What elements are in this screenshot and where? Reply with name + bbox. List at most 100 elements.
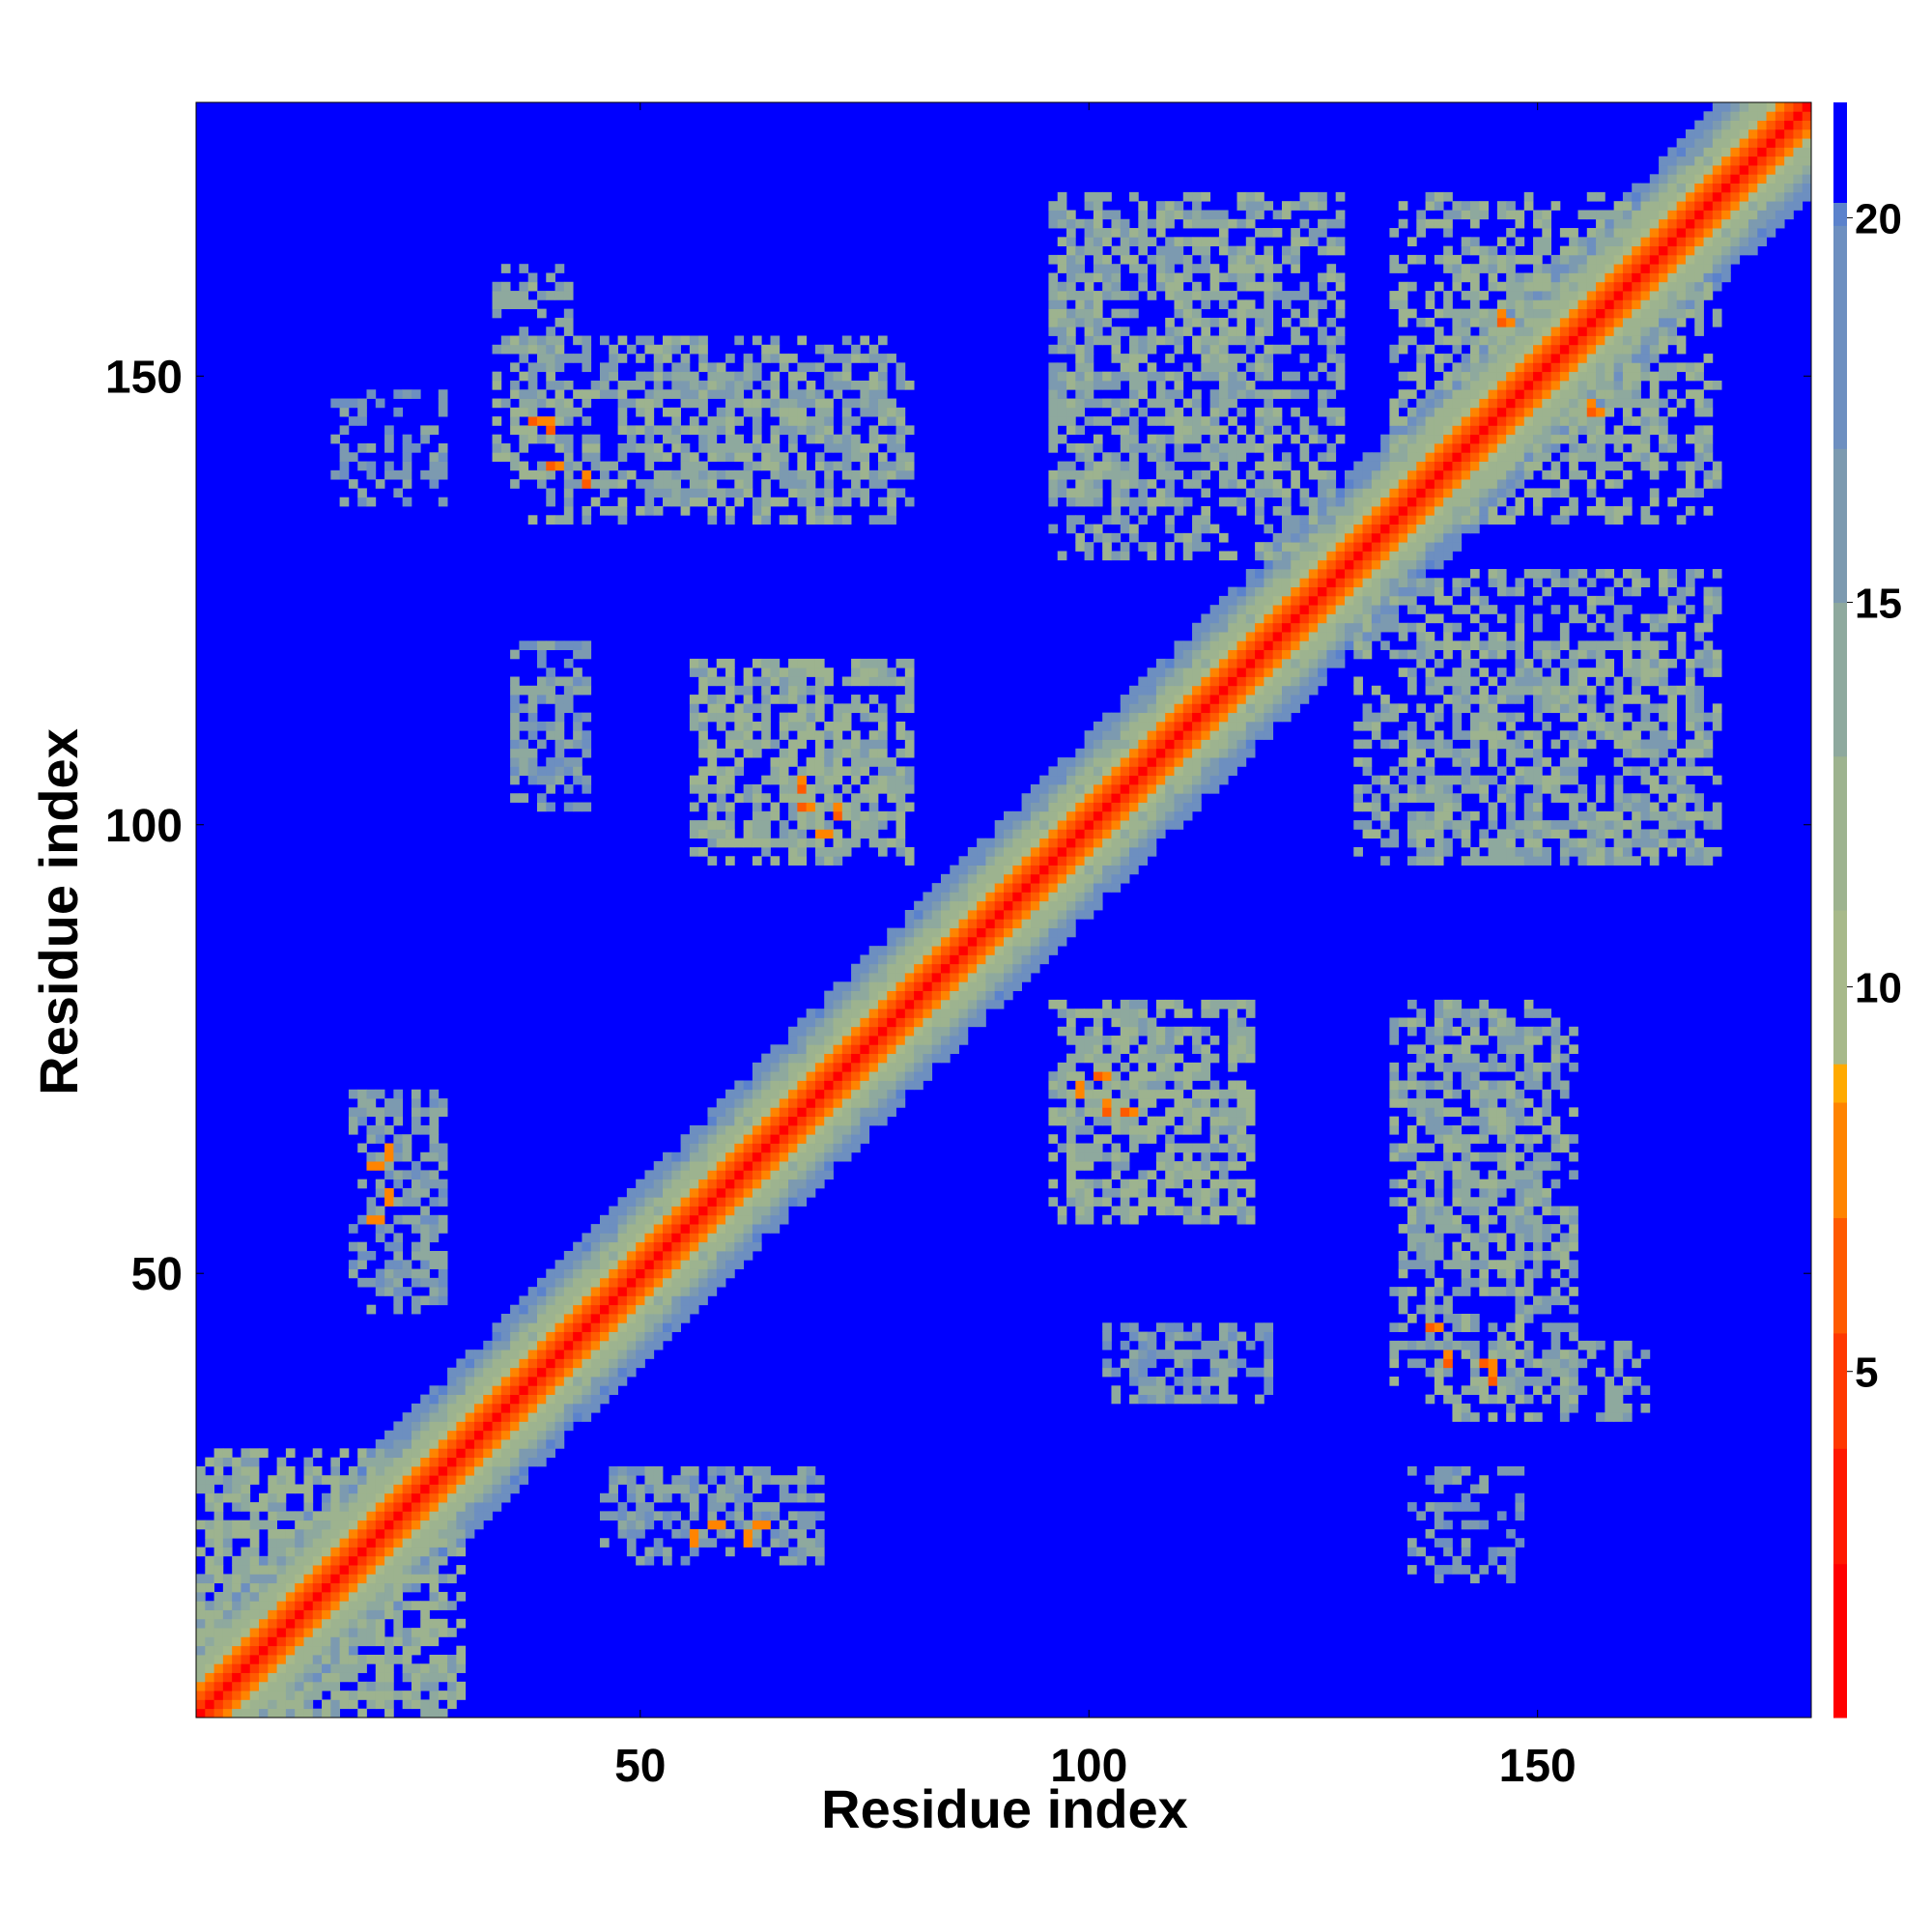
heatmap-cell — [833, 999, 843, 1009]
heatmap-cell — [716, 721, 726, 731]
heatmap-cell — [384, 1601, 394, 1610]
heatmap-cell — [1155, 210, 1166, 220]
heatmap-cell — [1155, 1124, 1166, 1135]
heatmap-cell — [276, 1492, 287, 1503]
heatmap-cell — [384, 1475, 394, 1485]
heatmap-cell — [923, 1036, 933, 1045]
heatmap-cell — [276, 1645, 287, 1656]
heatmap-cell — [1218, 1394, 1229, 1405]
heatmap-cell — [1129, 703, 1139, 714]
heatmap-cell — [536, 802, 547, 812]
heatmap-cell — [492, 1403, 502, 1413]
heatmap-cell — [295, 1609, 304, 1620]
heatmap-cell — [1182, 452, 1193, 462]
heatmap-cell — [303, 1574, 314, 1584]
heatmap-cell — [1129, 1377, 1139, 1386]
heatmap-cell — [375, 1151, 385, 1162]
heatmap-cell — [1120, 1151, 1130, 1162]
heatmap-cell — [312, 1574, 323, 1584]
heatmap-cell — [868, 442, 879, 453]
heatmap-cell — [438, 1538, 448, 1548]
heatmap-cell — [841, 766, 852, 777]
heatmap-cell — [609, 1465, 618, 1476]
heatmap-cell — [1155, 748, 1166, 758]
heatmap-cell — [851, 668, 861, 677]
heatmap-cell — [1155, 695, 1166, 704]
heatmap-cell — [268, 1609, 277, 1620]
heatmap-cell — [904, 1053, 915, 1064]
heatmap-cell — [1066, 254, 1076, 265]
heatmap-cell — [833, 515, 843, 525]
heatmap-cell — [573, 1340, 582, 1350]
heatmap-cell — [1201, 685, 1211, 696]
heatmap-cell — [330, 1601, 341, 1610]
heatmap-cell — [636, 506, 645, 516]
heatmap-cell — [1147, 237, 1157, 247]
heatmap-cell — [671, 1170, 681, 1180]
heatmap-cell — [384, 1161, 394, 1171]
heatmap-cell — [716, 389, 726, 399]
heatmap-cell — [1138, 245, 1149, 256]
heatmap-cell — [1057, 416, 1067, 426]
heatmap-cell — [1066, 371, 1076, 382]
heatmap-cell — [770, 1062, 781, 1072]
heatmap-cell — [743, 838, 753, 848]
heatmap-cell — [851, 1124, 861, 1135]
heatmap-cell — [671, 434, 681, 444]
heatmap-cell — [698, 1179, 708, 1189]
heatmap-cell — [734, 1484, 745, 1494]
heatmap-cell — [725, 838, 735, 848]
heatmap-cell — [1111, 1151, 1122, 1162]
heatmap-cell — [232, 1699, 242, 1710]
heatmap-cell — [348, 1672, 358, 1683]
heatmap-cell — [1147, 730, 1157, 740]
heatmap-cell — [797, 1161, 808, 1171]
heatmap-cell — [429, 1565, 440, 1575]
heatmap-cell — [868, 712, 879, 723]
heatmap-cell — [492, 1322, 502, 1332]
heatmap-cell — [1209, 1394, 1220, 1405]
heatmap-cell — [1066, 910, 1076, 920]
heatmap-cell — [1155, 793, 1166, 803]
heatmap-cell — [1155, 1036, 1166, 1045]
heatmap-cell — [1182, 757, 1193, 767]
heatmap-cell — [563, 317, 574, 327]
heatmap-cell — [788, 1547, 798, 1557]
heatmap-cell — [1102, 721, 1112, 731]
heatmap-cell — [1165, 1134, 1175, 1144]
heatmap-cell — [1174, 793, 1184, 803]
heatmap-cell — [877, 1044, 888, 1055]
heatmap-cell — [868, 1062, 879, 1072]
heatmap-cell — [322, 1681, 331, 1691]
heatmap-cell — [779, 497, 789, 507]
heatmap-cell — [851, 1107, 861, 1118]
heatmap-cell — [950, 963, 959, 974]
heatmap-cell — [743, 1520, 753, 1530]
heatmap-cell — [1048, 1089, 1059, 1099]
heatmap-cell — [788, 1161, 798, 1171]
heatmap-cell — [339, 1565, 350, 1575]
heatmap-cell — [590, 1322, 601, 1332]
heatmap-cell — [1004, 883, 1013, 893]
heatmap-cell — [860, 1098, 870, 1108]
heatmap-cell — [824, 1017, 834, 1028]
heatmap-cell — [241, 1601, 251, 1610]
heatmap-cell — [536, 1439, 547, 1449]
heatmap-cell — [1174, 1179, 1184, 1189]
heatmap-cell — [1129, 1009, 1139, 1018]
heatmap-cell — [492, 1385, 502, 1395]
heatmap-cell — [196, 1547, 206, 1557]
heatmap-cell — [689, 1143, 699, 1153]
heatmap-cell — [1209, 766, 1220, 777]
heatmap-cell — [1120, 1358, 1130, 1369]
heatmap-cell — [653, 479, 664, 489]
heatmap-cell — [420, 1636, 430, 1647]
heatmap-cell — [1174, 1394, 1184, 1405]
heatmap-cell — [492, 291, 502, 300]
heatmap-cell — [438, 1287, 448, 1296]
heatmap-cell — [339, 452, 350, 462]
heatmap-cell — [420, 425, 430, 436]
heatmap-cell — [725, 820, 735, 830]
heatmap-cell — [734, 1161, 745, 1171]
heatmap-cell — [1066, 1053, 1076, 1064]
